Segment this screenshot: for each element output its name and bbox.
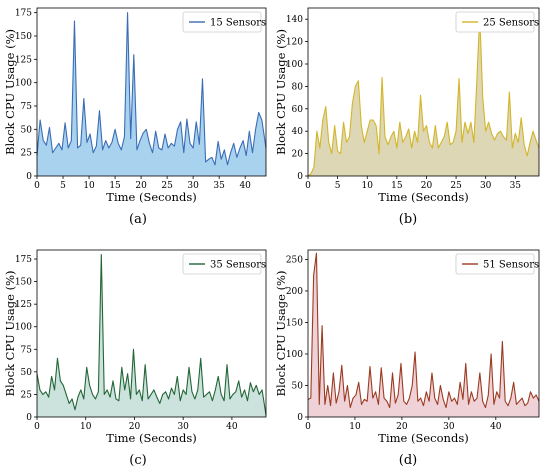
series-area-fill [37,12,266,176]
series-line [36,253,267,416]
y-tick-label: 140 [286,15,303,25]
legend-box [455,11,535,33]
chart-panel-b: 0 5 10 15 20 25 30 35 0 20 40 60 80 100 120 140 Time (Se… [274,7,540,204]
x-tick-label: 15 [391,181,403,191]
x-tick-label: 35 [213,181,225,191]
y-tick-label: 150 [15,32,32,42]
x-axis-label: Time (Seconds) [378,190,468,204]
y-tick-label: 125 [15,300,32,310]
y-tick-label: 200 [286,287,303,297]
y-tick-label: 100 [286,60,303,70]
series-area-fill [308,15,539,177]
x-tick-label: 20 [129,422,141,432]
series-line [307,252,540,409]
x-tick-label: 40 [239,181,251,191]
x-tick-label: 25 [450,181,462,191]
y-tick-label: 0 [297,413,303,423]
y-axis-label: Block CPU Usage (%) [3,29,17,155]
x-tick-label: 10 [80,422,92,432]
legend-box [182,11,262,33]
y-tick-label: 50 [21,125,33,135]
y-tick-label: 175 [15,255,32,265]
plot-frame [307,249,540,418]
plot-frame [36,7,267,177]
y-tick-label: 50 [292,381,304,391]
series-line [36,12,267,166]
x-tick-label: 10 [349,422,361,432]
x-axis-label: Time (Seconds) [106,431,196,445]
x-tick-label: 40 [490,422,502,432]
chart-panel-d: 0 10 20 30 40 0 50 100 150 200 250 Time (Seconds) Bl… [274,249,540,445]
legend-box [455,253,535,275]
y-tick-label: 120 [286,38,303,48]
y-tick-label: 100 [15,323,32,333]
x-tick-label: 30 [177,422,189,432]
y-tick-label: 0 [26,172,32,182]
x-tick-label: 20 [135,181,147,191]
x-tick-label: 0 [34,422,40,432]
chart-panel-c: 0 10 20 30 40 0 25 50 75 100 125 150 175 Time (Second… [3,249,267,445]
legend-label: 25 Sensors [483,18,539,29]
y-tick-label: 75 [21,345,33,355]
x-tick-label: 20 [421,181,433,191]
y-tick-label: 50 [21,368,33,378]
x-tick-label: 0 [305,422,311,432]
x-tick-label: 0 [305,181,311,191]
x-tick-label: 10 [83,181,95,191]
caption-c: (c) [129,453,146,468]
legend-box [182,253,262,275]
plot-frame [307,7,540,177]
chart-panel-a: 0 5 10 15 20 25 30 35 40 0 25 50 75 100 125 150 175 Time … [3,7,267,204]
x-tick-label: 25 [161,181,173,191]
y-tick-label: 100 [286,350,303,360]
y-tick-label: 25 [21,390,33,400]
x-tick-label: 0 [34,181,40,191]
y-tick-label: 80 [292,82,304,92]
caption-d: (d) [399,453,417,468]
x-tick-label: 40 [226,422,238,432]
y-tick-label: 0 [297,172,303,182]
y-tick-label: 250 [286,255,303,265]
caption-b: (b) [399,212,417,227]
y-axis-label: Block CPU Usage (%) [274,29,288,155]
x-tick-label: 15 [109,181,121,191]
y-axis-label: Block CPU Usage (%) [3,271,17,397]
y-tick-label: 0 [26,413,32,423]
y-tick-label: 25 [21,149,33,159]
x-axis-label: Time (Seconds) [378,431,468,445]
legend-label: 15 Sensors [210,18,266,29]
x-tick-label: 30 [443,422,455,432]
x-tick-label: 30 [480,181,492,191]
x-tick-label: 30 [187,181,199,191]
y-tick-label: 175 [15,9,32,19]
plot-frame [36,249,267,418]
y-tick-label: 125 [15,55,32,65]
x-tick-label: 20 [396,422,408,432]
y-tick-label: 20 [292,150,304,160]
y-tick-label: 150 [15,278,32,288]
caption-a: (a) [129,212,147,227]
x-tick-label: 35 [510,181,522,191]
series-area-fill [37,254,266,417]
y-axis-label: Block CPU Usage (%) [274,271,288,397]
x-tick-label: 5 [335,181,341,191]
y-tick-label: 150 [286,318,303,328]
y-tick-label: 100 [15,79,32,89]
y-tick-label: 75 [21,102,33,112]
y-tick-label: 40 [292,127,304,137]
x-tick-label: 5 [60,181,66,191]
legend-label: 51 Sensors [483,260,539,271]
series-line [307,15,540,177]
y-tick-label: 60 [292,105,304,115]
legend-label: 35 Sensors [210,260,266,271]
x-axis-label: Time (Seconds) [106,190,196,204]
x-tick-label: 10 [362,181,374,191]
